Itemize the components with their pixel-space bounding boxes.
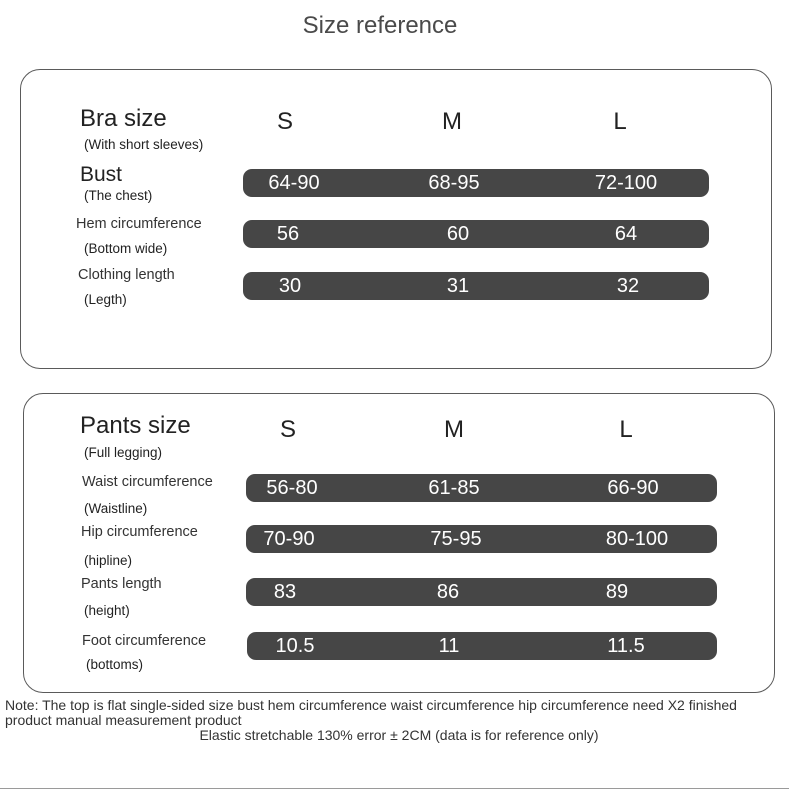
clothing-length-value-m: 31	[446, 275, 470, 297]
clothing-length-values-bar: 30 31 32	[243, 272, 709, 300]
foot-values-bar: 10.5 11 11.5	[247, 632, 717, 660]
pants-length-sublabel: (height)	[84, 603, 130, 618]
bra-size-col-s: S	[276, 108, 293, 135]
bra-size-col-l: L	[613, 108, 627, 135]
bottom-divider	[0, 788, 789, 789]
hem-value-l: 64	[614, 223, 638, 245]
bust-sublabel: (The chest)	[84, 188, 153, 203]
foot-sublabel: (bottoms)	[86, 657, 144, 672]
pants-length-label: Pants length	[81, 576, 162, 592]
measurement-note: Note: The top is flat single-sided size …	[5, 697, 737, 728]
pants-length-values-bar: 83 86 89	[246, 578, 717, 606]
foot-value-l: 11.5	[607, 635, 645, 657]
hip-value-l: 80-100	[605, 528, 669, 550]
bust-label: Bust	[80, 163, 123, 186]
bust-values-bar: 64-90 68-95 72-100	[243, 169, 709, 197]
bra-size-panel	[20, 69, 772, 369]
waist-values-bar: 56-80 61-85 66-90	[246, 474, 717, 502]
pants-size-col-m: M	[444, 416, 464, 443]
hip-values-bar: 70-90 75-95 80-100	[246, 525, 717, 553]
hip-value-s: 70-90	[263, 528, 315, 550]
bust-value-m: 68-95	[428, 172, 480, 194]
hem-value-s: 56	[276, 223, 300, 245]
foot-value-m: 11	[438, 635, 460, 657]
pants-size-subheading: (Full legging)	[84, 445, 163, 460]
bra-size-heading: Bra size	[80, 105, 167, 132]
clothing-length-value-s: 30	[278, 275, 302, 297]
elasticity-note: Elastic stretchable 130% error ± 2CM (da…	[199, 727, 599, 743]
hip-label: Hip circumference	[81, 524, 198, 540]
hip-sublabel: (hipline)	[84, 553, 133, 568]
hem-sublabel: (Bottom wide)	[84, 241, 168, 256]
pants-length-value-l: 89	[605, 581, 629, 603]
bust-value-s: 64-90	[268, 172, 320, 194]
waist-label: Waist circumference	[82, 474, 213, 490]
pants-size-panel	[23, 393, 775, 693]
bust-value-l: 72-100	[594, 172, 658, 194]
hip-value-m: 75-95	[430, 528, 482, 550]
waist-value-s: 56-80	[266, 477, 318, 499]
clothing-length-value-l: 32	[616, 275, 640, 297]
pants-length-value-m: 86	[436, 581, 460, 603]
hem-values-bar: 56 60 64	[243, 220, 709, 248]
waist-sublabel: (Waistline)	[84, 501, 148, 516]
page-title: Size reference	[302, 12, 458, 39]
bra-size-subheading: (With short sleeves)	[84, 137, 204, 152]
pants-length-value-s: 83	[273, 581, 297, 603]
hem-label: Hem circumference	[76, 216, 202, 232]
foot-label: Foot circumference	[82, 633, 207, 649]
hem-value-m: 60	[446, 223, 470, 245]
pants-size-col-l: L	[619, 416, 633, 443]
waist-value-l: 66-90	[607, 477, 659, 499]
bra-size-col-m: M	[442, 108, 462, 135]
waist-value-m: 61-85	[428, 477, 480, 499]
clothing-length-label: Clothing length	[78, 267, 175, 283]
foot-value-s: 10.5	[275, 635, 315, 657]
pants-size-heading: Pants size	[80, 412, 191, 439]
clothing-length-sublabel: (Legth)	[84, 292, 127, 307]
pants-size-col-s: S	[279, 416, 296, 443]
